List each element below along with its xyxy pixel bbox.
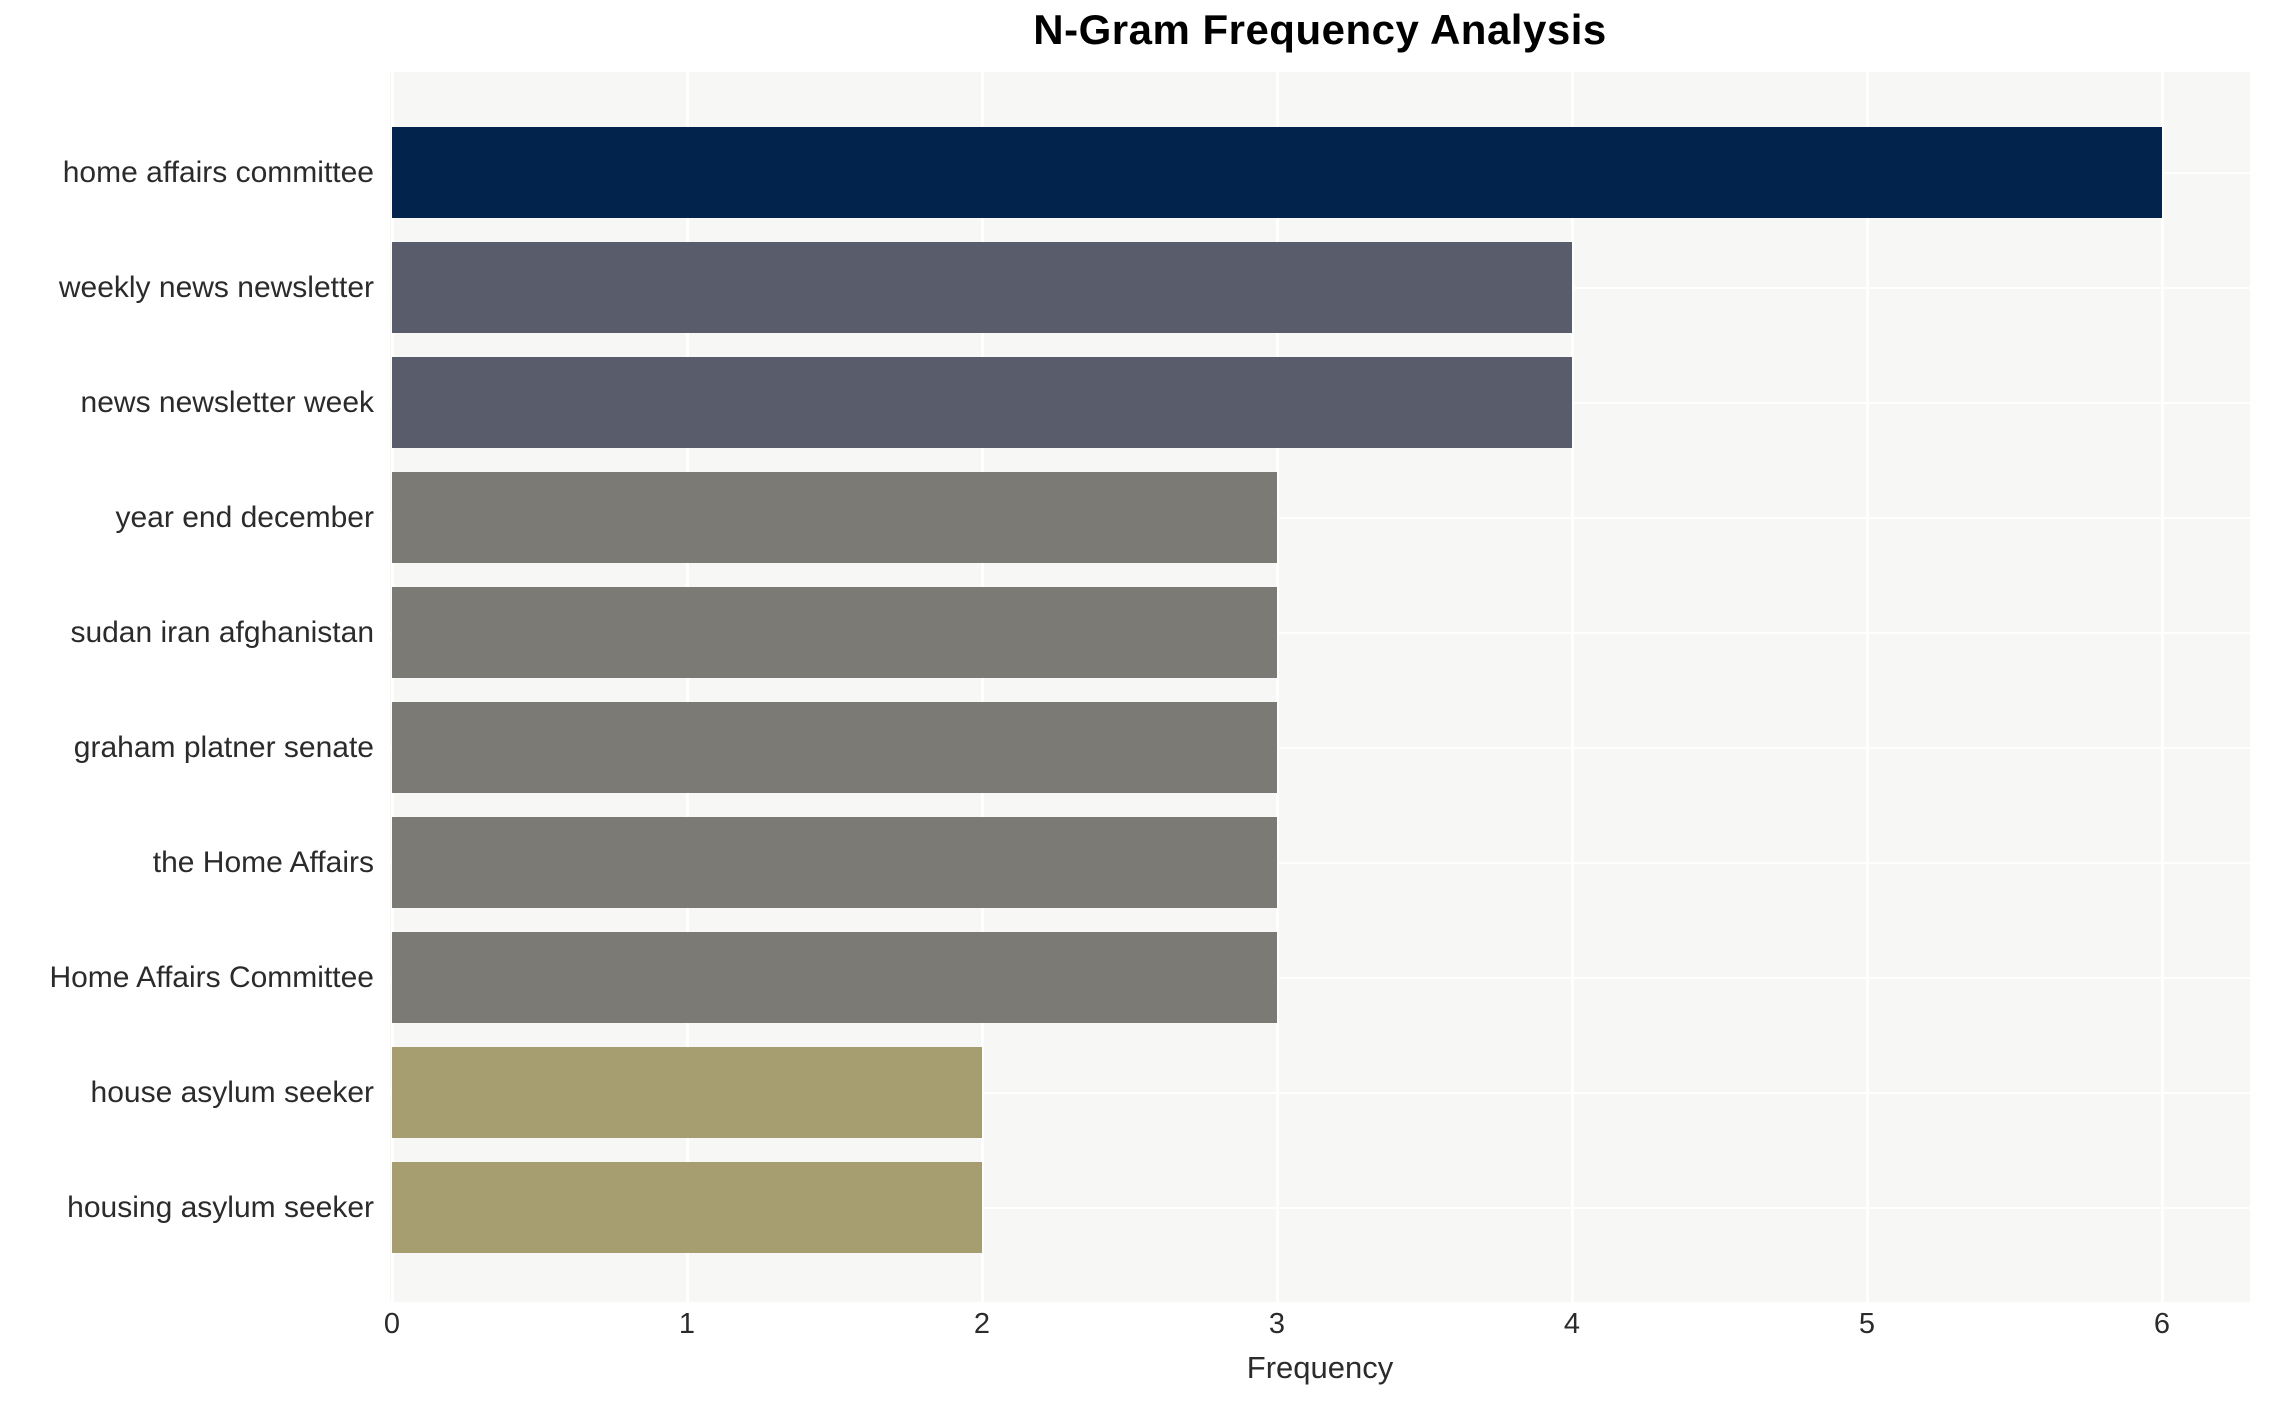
bar [392,932,1277,1023]
bar-row [390,1150,2250,1265]
bar [392,357,1572,448]
chart-title: N-Gram Frequency Analysis [1033,6,1607,53]
x-tick-label: 0 [383,1308,401,1340]
category-label: sudan iran afghanistan [70,615,374,649]
bar [392,817,1277,908]
gridline-vertical [981,72,984,1302]
plot-area [390,72,2250,1302]
bar-row [390,115,2250,230]
bars-layer [390,72,2250,1302]
bar [392,1162,982,1253]
x-tick-label: 1 [678,1308,696,1340]
bar [392,127,2162,218]
x-tick-label: 5 [1858,1308,1876,1340]
bar-row [390,345,2250,460]
gridline-vertical [1866,72,1869,1302]
category-label: graham platner senate [73,730,374,764]
bar [392,1047,982,1138]
x-tick-label: 6 [2153,1308,2171,1340]
x-tick-label: 3 [1268,1308,1286,1340]
bar-row [390,230,2250,345]
x-tick-label: 4 [1563,1308,1581,1340]
gridline-vertical [2161,72,2164,1302]
bar-row [390,920,2250,1035]
bar-row [390,1035,2250,1150]
gridline-vertical [1276,72,1279,1302]
category-label: home affairs committee [62,155,374,189]
bar [392,702,1277,793]
gridline-horizontal [390,977,2250,979]
bar-row [390,575,2250,690]
x-axis-ticks: 0 1 2 3 4 5 6 [0,1308,2270,1348]
x-axis-title: Frequency [1246,1350,1394,1385]
bar [392,472,1277,563]
gridline-vertical [1571,72,1574,1302]
gridline-horizontal [390,1092,2250,1094]
category-label: year end december [115,500,375,534]
gridline-horizontal [390,747,2250,749]
gridline-horizontal [390,632,2250,634]
category-label: Home Affairs Committee [49,960,374,994]
gridline-vertical [686,72,689,1302]
category-label: the Home Affairs [152,845,374,879]
category-label: weekly news newsletter [58,270,374,304]
bar [392,587,1277,678]
category-label: house asylum seeker [90,1075,374,1109]
category-label: housing asylum seeker [67,1190,374,1224]
bar-row [390,460,2250,575]
x-tick-label: 2 [973,1308,991,1340]
gridline-horizontal [390,1207,2250,1209]
gridline-horizontal [390,517,2250,519]
gridline-vertical [391,72,394,1302]
bar [392,242,1572,333]
bar-row [390,690,2250,805]
category-label: news newsletter week [80,385,374,419]
y-axis-labels: home affairs committee weekly news newsle… [0,72,382,1302]
gridline-horizontal [390,862,2250,864]
bar-row [390,805,2250,920]
